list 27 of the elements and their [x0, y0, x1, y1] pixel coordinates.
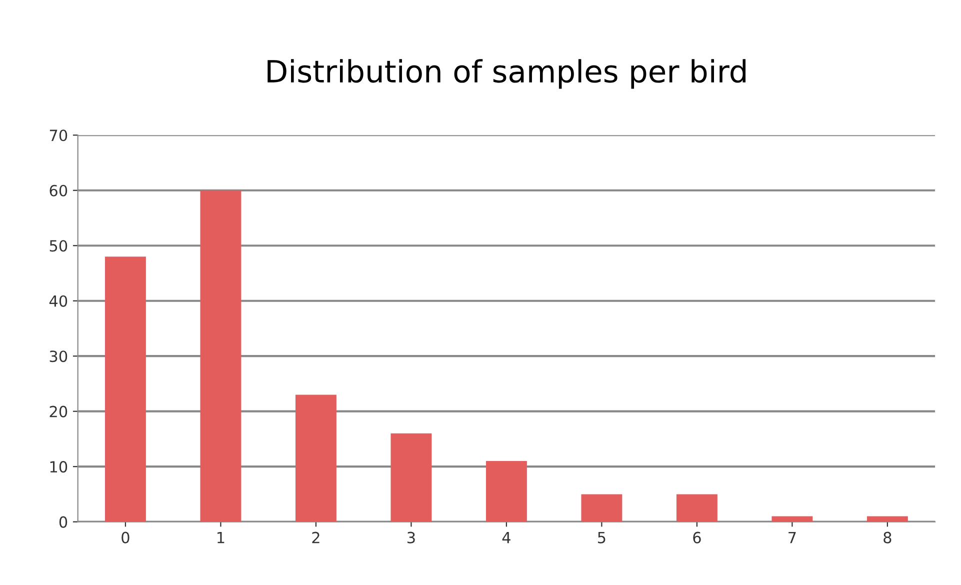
- x-tick-label: 5: [598, 532, 606, 544]
- y-tick-label: 0: [59, 516, 68, 528]
- x-tick-label: 4: [502, 532, 510, 544]
- y-tick-label: 60: [50, 184, 68, 196]
- x-tick-label: 3: [408, 532, 415, 544]
- x-tick-label: 1: [218, 532, 224, 544]
- bar: [866, 516, 908, 522]
- x-tick-label: 8: [884, 532, 892, 544]
- y-tick-label: 30: [50, 350, 68, 362]
- bar: [295, 394, 336, 522]
- bar: [104, 256, 146, 522]
- x-tick-label: 0: [122, 532, 130, 544]
- bar: [390, 433, 432, 522]
- y-tick-label: 50: [50, 240, 68, 252]
- y-tick-label: 70: [50, 130, 68, 142]
- bar: [486, 461, 527, 522]
- bar: [772, 516, 813, 522]
- bar: [200, 190, 242, 522]
- bar: [581, 494, 622, 522]
- y-tick-label: 20: [50, 406, 68, 418]
- chart-title: Distribution of samples per bird: [268, 59, 746, 89]
- bar: [676, 494, 718, 522]
- x-tick-label: 2: [312, 532, 320, 544]
- x-tick-label: 6: [693, 532, 701, 544]
- x-tick-label: 7: [788, 532, 796, 544]
- y-tick-label: 40: [49, 295, 68, 307]
- y-tick-label: 10: [50, 461, 68, 473]
